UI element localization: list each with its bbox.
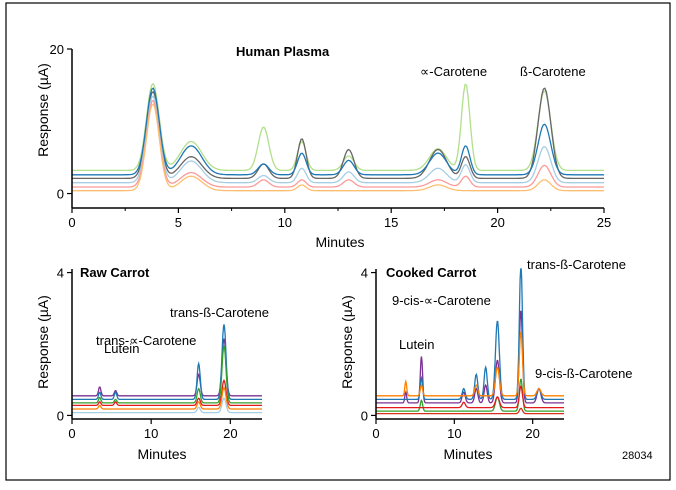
x-tick-label: 20 <box>490 215 504 230</box>
y-tick-label: 0 <box>57 408 64 423</box>
series-line-2 <box>376 268 564 401</box>
y-axis-label: Response (µA) <box>35 63 51 157</box>
annotation-lutein: Lutein <box>104 341 139 356</box>
x-tick-label: 0 <box>372 426 379 441</box>
axes: 0 10 20 0 4 <box>361 266 564 441</box>
x-tick-label: 10 <box>278 215 292 230</box>
series-line-5 <box>376 385 564 409</box>
x-tick-label: 10 <box>144 426 158 441</box>
annotation-trans-beta-carotene: trans-ß-Carotene <box>170 305 269 320</box>
annotation-trans-beta-carotene: trans-ß-Carotene <box>527 257 626 272</box>
series-line-6 <box>72 397 262 414</box>
y-tick-label: 4 <box>361 266 368 281</box>
x-axis-label: Minutes <box>137 446 186 462</box>
x-tick-label: 5 <box>175 215 182 230</box>
chart-title: Cooked Carrot <box>386 265 477 280</box>
y-tick-label: 0 <box>361 408 368 423</box>
chart-title: Human Plasma <box>236 44 330 59</box>
annotation-lutein: Lutein <box>399 337 434 352</box>
series-line-5 <box>72 386 262 410</box>
annotation-alpha-carotene: ∝-Carotene <box>420 64 487 79</box>
series-line-5 <box>72 103 604 192</box>
x-tick-label: 0 <box>68 215 75 230</box>
x-tick-label: 10 <box>447 426 461 441</box>
y-axis-label: Response (µA) <box>339 295 355 389</box>
x-axis-label: Minutes <box>315 234 364 250</box>
series-group <box>72 324 262 414</box>
series-line-2 <box>72 324 262 401</box>
figure-id: 28034 <box>622 450 653 462</box>
series-line-6 <box>376 407 564 415</box>
y-tick-label: 4 <box>57 266 64 281</box>
y-tick-label: 0 <box>57 187 64 202</box>
annotation-trans-alpha-carotene: trans-∝-Carotene <box>96 333 196 348</box>
series-line-6 <box>72 87 604 176</box>
chart-raw-carrot: 0 10 20 0 4 Raw Carrot Minutes Response (µA)… <box>35 265 269 462</box>
series-line-1 <box>72 338 262 397</box>
annotation-9-cis-beta-carotene: 9-cis-ß-Carotene <box>535 366 633 381</box>
x-tick-label: 20 <box>525 426 539 441</box>
series-line-3 <box>376 331 564 397</box>
x-tick-label: 15 <box>384 215 398 230</box>
y-tick-label: 20 <box>50 42 64 57</box>
series-group <box>376 268 564 415</box>
chart-human-plasma: 0 5 10 15 20 25 0 20 Human Plasma Minutes Respo… <box>35 42 611 250</box>
series-line-3 <box>72 345 262 404</box>
chart-cooked-carrot: 0 10 20 0 4 Cooked Carrot Minutes Response (… <box>339 257 633 462</box>
y-axis-label: Response (µA) <box>35 295 51 389</box>
x-tick-label: 20 <box>223 426 237 441</box>
annotation-beta-carotene: ß-Carotene <box>520 64 586 79</box>
series-line-4 <box>376 378 564 412</box>
x-tick-label: 25 <box>597 215 611 230</box>
series-line-4 <box>72 379 262 407</box>
axes: 0 5 10 15 20 25 0 20 <box>50 42 612 230</box>
series-group <box>72 82 604 192</box>
x-tick-label: 0 <box>68 426 75 441</box>
series-line-1 <box>376 310 564 404</box>
axes: 0 10 20 0 4 <box>57 266 262 441</box>
annotation-9-cis-alpha-carotene: 9-cis-∝-Carotene <box>392 293 491 308</box>
x-axis-label: Minutes <box>443 446 492 462</box>
chart-title: Raw Carrot <box>80 265 150 280</box>
